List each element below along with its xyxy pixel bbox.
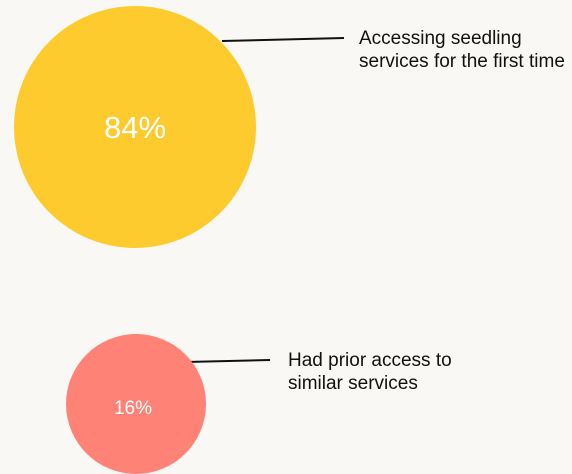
bubble-value-first-time: 84% — [104, 110, 166, 145]
bubble-value-prior-access: 16% — [114, 398, 152, 419]
leader-line-first-time — [221, 37, 345, 42]
label-prior-access: Had prior access to similar services — [288, 350, 452, 394]
bubble-prior-access — [66, 334, 206, 474]
bubble-first-time — [14, 6, 256, 248]
leader-line-prior-access — [185, 359, 271, 363]
label-first-time: Accessing seedling services for the firs… — [359, 28, 565, 72]
